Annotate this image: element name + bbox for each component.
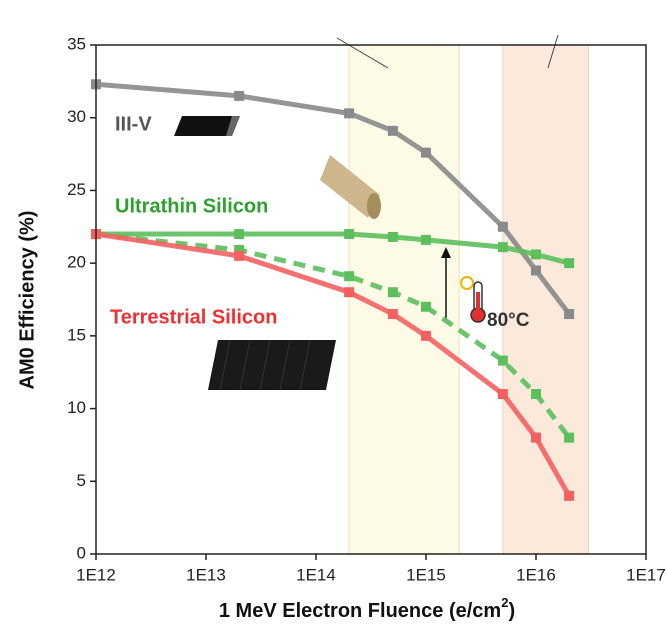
series-label: Ultrathin Silicon	[115, 195, 268, 217]
point	[234, 229, 244, 239]
thermometer-icon	[461, 277, 485, 322]
point	[564, 491, 574, 501]
x-label-end: )	[508, 600, 515, 622]
y-tick-label: 30	[67, 107, 86, 126]
x-label-sup: 2	[501, 595, 508, 610]
point	[388, 287, 398, 297]
series-label: Terrestrial Silicon	[110, 306, 277, 328]
x-tick-label: 1E15	[406, 565, 446, 584]
point	[421, 331, 431, 341]
point	[531, 433, 541, 443]
point	[421, 148, 431, 158]
point	[498, 242, 508, 252]
point	[498, 222, 508, 232]
point	[388, 309, 398, 319]
y-tick-label: 5	[77, 471, 86, 490]
point	[564, 309, 574, 319]
x-tick-label: 1E17	[626, 565, 666, 584]
x-tick-label: 1E13	[186, 565, 226, 584]
point	[344, 108, 354, 118]
y-tick-label: 10	[67, 398, 86, 417]
point	[498, 356, 508, 366]
point	[388, 232, 398, 242]
point	[234, 251, 244, 261]
x-tick-label: 1E14	[296, 565, 336, 584]
point	[531, 265, 541, 275]
y-tick-label: 15	[67, 325, 86, 344]
point	[564, 433, 574, 443]
point	[531, 249, 541, 259]
x-tick-label: 1E16	[516, 565, 556, 584]
point	[531, 389, 541, 399]
point	[344, 271, 354, 281]
point	[344, 229, 354, 239]
y-tick-label: 20	[67, 253, 86, 272]
y-tick-label: 25	[67, 180, 86, 199]
y-axis-label: AM0 Efficiency (%)	[16, 211, 38, 390]
y-tick-label: 0	[77, 543, 86, 562]
point	[498, 389, 508, 399]
plot	[91, 79, 574, 501]
point	[344, 287, 354, 297]
point	[234, 91, 244, 101]
series-line	[96, 234, 569, 438]
point	[564, 258, 574, 268]
x-axis-label: 1 MeV Electron Fluence (e/cm2)	[219, 595, 515, 622]
annotation: 80°C	[487, 310, 530, 331]
point	[421, 302, 431, 312]
silicon-panel-icon	[208, 340, 336, 390]
x-tick-label: 1E12	[76, 565, 116, 584]
chart: 80°C 1 MeV Electron Fluence (e/cm2) AM0 …	[0, 0, 667, 635]
shaded-region	[503, 45, 589, 554]
point	[388, 126, 398, 136]
point	[421, 235, 431, 245]
y-tick-label: 35	[67, 34, 86, 53]
regions	[349, 45, 588, 554]
series-label: III-V	[115, 113, 152, 135]
x-label-text: 1 MeV Electron Fluence (e/cm	[219, 600, 501, 622]
